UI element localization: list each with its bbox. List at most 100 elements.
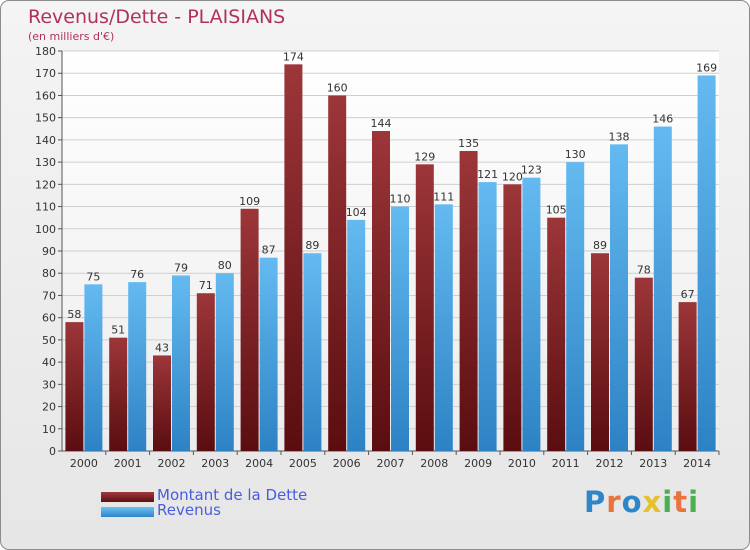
bar-revenus bbox=[84, 284, 103, 451]
data-label-dette: 120 bbox=[502, 170, 523, 183]
x-tick-label: 2004 bbox=[245, 457, 273, 470]
data-label-revenus: 79 bbox=[174, 261, 188, 274]
bar-dette bbox=[459, 151, 478, 451]
data-label-dette: 43 bbox=[155, 341, 169, 354]
data-label-revenus: 138 bbox=[609, 130, 630, 143]
data-label-revenus: 146 bbox=[652, 113, 673, 126]
data-label-revenus: 89 bbox=[305, 239, 319, 252]
bar-revenus bbox=[391, 206, 409, 451]
logo-letter: o bbox=[621, 485, 643, 519]
data-label-revenus: 130 bbox=[565, 148, 586, 161]
bar-revenus bbox=[347, 219, 366, 451]
y-tick-label: 120 bbox=[35, 178, 56, 191]
data-label-revenus: 87 bbox=[262, 244, 276, 257]
bar-dette bbox=[240, 208, 259, 451]
x-tick-label: 2011 bbox=[552, 457, 580, 470]
data-label-revenus: 75 bbox=[86, 270, 100, 283]
y-tick-label: 0 bbox=[49, 445, 56, 458]
data-label-revenus: 110 bbox=[390, 193, 411, 206]
x-tick-label: 2008 bbox=[420, 457, 448, 470]
bar-dette bbox=[678, 302, 697, 451]
legend-label-revenus: Revenus bbox=[157, 501, 221, 519]
x-tick-label: 2009 bbox=[464, 457, 492, 470]
bar-dette bbox=[284, 64, 303, 452]
data-label-dette: 135 bbox=[458, 137, 479, 150]
logo-letter: i bbox=[688, 485, 700, 519]
bar-revenus bbox=[610, 144, 628, 452]
bar-revenus bbox=[303, 253, 322, 451]
y-tick-label: 30 bbox=[42, 378, 56, 391]
y-tick-label: 60 bbox=[42, 312, 56, 325]
x-tick-label: 2001 bbox=[114, 457, 142, 470]
x-tick-label: 2010 bbox=[508, 457, 536, 470]
bar-revenus bbox=[434, 204, 453, 451]
data-label-revenus: 123 bbox=[521, 164, 542, 177]
proxiti-logo: Proxiti bbox=[584, 485, 699, 519]
data-label-dette: 160 bbox=[327, 81, 348, 94]
legend-label-dette: Montant de la Dette bbox=[157, 486, 308, 504]
x-tick-label: 2013 bbox=[639, 457, 667, 470]
y-tick-label: 130 bbox=[35, 156, 56, 169]
bar-dette bbox=[65, 322, 84, 451]
data-label-revenus: 169 bbox=[696, 61, 717, 74]
legend-swatch-revenus bbox=[101, 507, 154, 517]
x-tick-label: 2003 bbox=[201, 457, 229, 470]
y-tick-label: 180 bbox=[35, 45, 56, 58]
logo-letter: i bbox=[662, 485, 674, 519]
data-label-revenus: 104 bbox=[346, 206, 367, 219]
y-tick-label: 110 bbox=[35, 201, 56, 214]
bar-dette bbox=[109, 337, 128, 451]
legend-swatch-dette bbox=[101, 492, 154, 502]
bar-revenus bbox=[128, 282, 147, 451]
data-label-revenus: 80 bbox=[218, 259, 232, 272]
bar-dette bbox=[634, 277, 653, 451]
data-label-dette: 89 bbox=[593, 239, 607, 252]
x-tick-label: 2006 bbox=[333, 457, 361, 470]
y-tick-label: 160 bbox=[35, 89, 56, 102]
bar-dette bbox=[415, 164, 434, 452]
data-label-dette: 144 bbox=[371, 117, 392, 130]
x-tick-label: 2005 bbox=[289, 457, 317, 470]
chart-title: Revenus/Dette - PLAISIANS bbox=[28, 6, 286, 28]
data-label-dette: 105 bbox=[546, 204, 567, 217]
y-tick-label: 20 bbox=[42, 401, 56, 414]
bar-dette bbox=[372, 131, 390, 451]
y-tick-label: 70 bbox=[42, 289, 56, 302]
data-label-dette: 58 bbox=[67, 308, 81, 321]
bar-dette bbox=[591, 253, 609, 451]
y-tick-label: 140 bbox=[35, 134, 56, 147]
logo-letter: r bbox=[606, 485, 622, 519]
bar-revenus bbox=[566, 162, 585, 451]
y-tick-label: 40 bbox=[42, 356, 56, 369]
data-label-dette: 78 bbox=[637, 264, 651, 277]
bar-dette bbox=[153, 355, 171, 451]
bar-revenus bbox=[215, 273, 234, 451]
x-tick-label: 2014 bbox=[683, 457, 711, 470]
x-tick-label: 2000 bbox=[70, 457, 98, 470]
y-tick-label: 170 bbox=[35, 67, 56, 80]
data-label-dette: 129 bbox=[414, 150, 435, 163]
chart-subtitle: (en milliers d'€) bbox=[28, 30, 115, 43]
bar-dette bbox=[196, 293, 215, 451]
y-tick-label: 100 bbox=[35, 223, 56, 236]
bar-revenus bbox=[259, 257, 278, 451]
logo-letter: x bbox=[642, 485, 663, 519]
x-tick-label: 2012 bbox=[596, 457, 624, 470]
bar-revenus bbox=[653, 126, 672, 452]
y-tick-label: 80 bbox=[42, 267, 56, 280]
y-tick-label: 10 bbox=[42, 423, 56, 436]
data-label-revenus: 121 bbox=[477, 168, 498, 181]
logo-letter: t bbox=[673, 485, 689, 519]
bar-dette bbox=[503, 184, 522, 452]
logo-letter: P bbox=[584, 485, 607, 519]
data-label-revenus: 111 bbox=[433, 190, 454, 203]
y-tick-label: 50 bbox=[42, 334, 56, 347]
data-label-dette: 174 bbox=[283, 50, 304, 63]
data-label-dette: 109 bbox=[239, 195, 260, 208]
x-tick-label: 2007 bbox=[377, 457, 405, 470]
data-label-revenus: 76 bbox=[130, 268, 144, 281]
data-label-dette: 67 bbox=[681, 288, 695, 301]
x-tick-label: 2002 bbox=[158, 457, 186, 470]
